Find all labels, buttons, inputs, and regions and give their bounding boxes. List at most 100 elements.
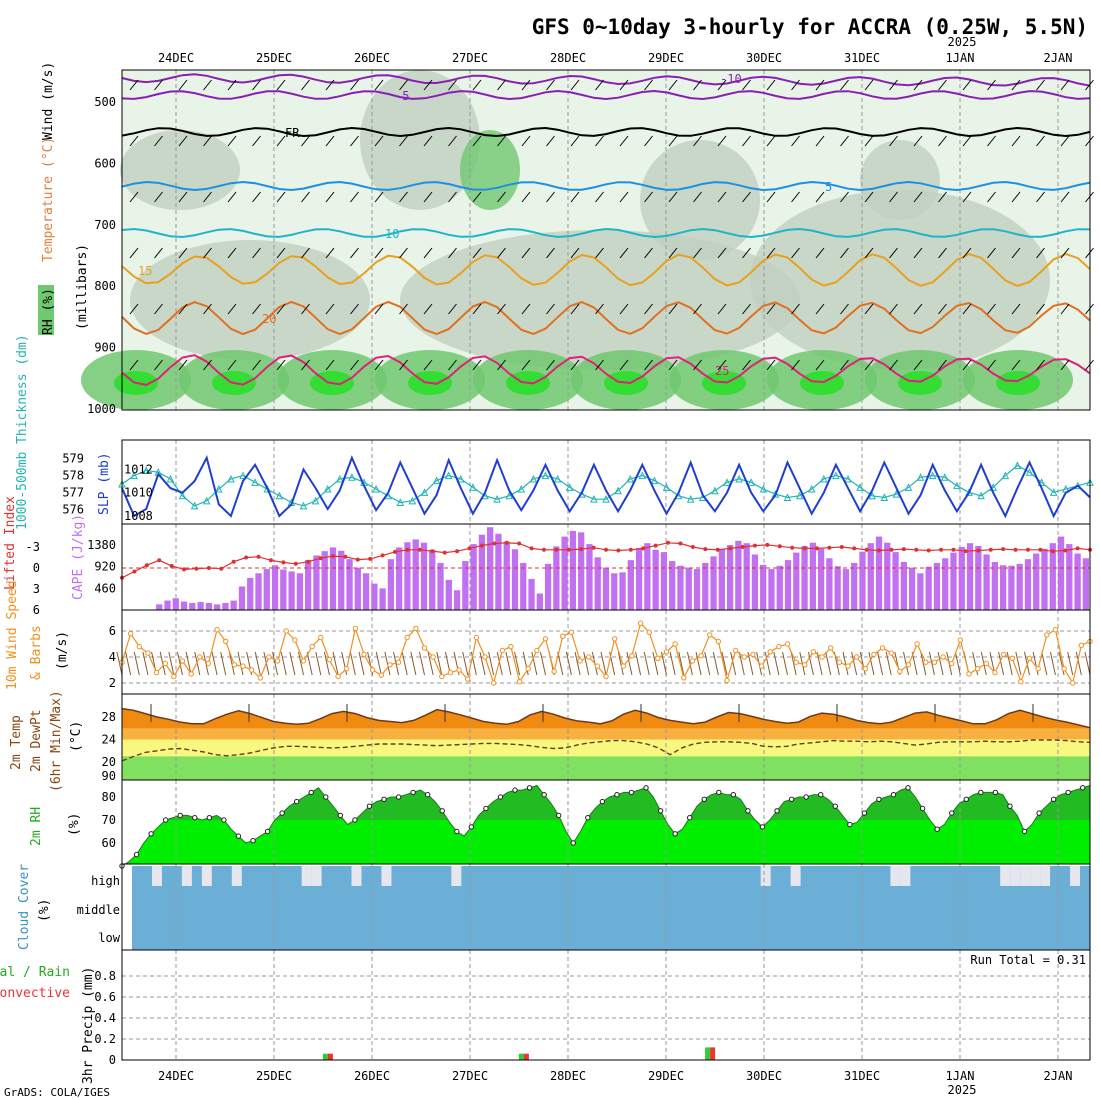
wind-barb <box>423 135 433 147</box>
wind-speed-point <box>966 671 972 677</box>
wind-speed-point <box>361 651 367 658</box>
wind-speed-point <box>283 628 289 634</box>
rh-point <box>1007 803 1013 809</box>
pressure-tick-label: 500 <box>94 95 116 109</box>
precip-tick: 0.6 <box>94 990 116 1004</box>
rh-point <box>614 792 620 798</box>
wind-speed-point <box>836 659 843 665</box>
cape-bar <box>1024 559 1032 610</box>
wind-barb <box>851 651 858 676</box>
wind-barb <box>868 651 875 676</box>
wind-barb <box>531 651 538 676</box>
wind-barb <box>129 359 139 371</box>
wind-barb <box>301 79 310 91</box>
li-point <box>740 545 745 549</box>
wind-barb <box>399 191 408 203</box>
cloud-high-gap <box>311 866 322 886</box>
wind-speed-point <box>663 649 670 655</box>
wind-barb <box>252 247 261 259</box>
precip-convective-bar <box>327 1053 333 1060</box>
li-point <box>368 556 373 561</box>
wind-barb <box>1011 247 1021 259</box>
rh-point <box>861 810 868 816</box>
rh-point <box>206 815 213 821</box>
wind-barb <box>913 247 923 259</box>
rh-point <box>759 824 766 830</box>
wind-speed-point <box>490 680 497 686</box>
li-point <box>703 547 708 552</box>
cape-bar <box>305 560 312 610</box>
wind-barb <box>668 359 678 371</box>
wind-barb <box>276 191 286 203</box>
thickness-point <box>553 474 562 483</box>
wind-barb <box>1011 303 1021 315</box>
cape-bar <box>222 602 229 610</box>
rh-point <box>774 808 780 814</box>
wind-barb <box>1067 651 1074 676</box>
rh-point <box>192 815 198 821</box>
wind-barb <box>252 135 261 147</box>
wind-barb <box>742 303 751 315</box>
wind-barb <box>693 79 702 91</box>
wind-barb <box>717 79 727 91</box>
wind-barb <box>129 191 139 203</box>
cape-bar <box>180 601 188 610</box>
cape-bar <box>321 551 328 610</box>
cape-bar <box>354 567 361 610</box>
rh-point <box>788 796 795 802</box>
wind-barb <box>864 359 874 371</box>
wind-barb <box>815 303 825 315</box>
wind-barb <box>349 651 356 676</box>
wind-barb <box>375 651 382 676</box>
top-date-label: 28DEC <box>550 51 586 65</box>
top-date-label: 24DEC <box>158 51 194 65</box>
rh-tick: 60 <box>102 836 116 850</box>
thickness-point <box>711 486 719 495</box>
wind-barb <box>301 135 310 147</box>
cape-bar <box>1041 548 1048 610</box>
wind-barb <box>448 359 457 371</box>
wind-barb <box>840 359 849 371</box>
rh-point <box>162 817 169 823</box>
wind-speed-point <box>655 655 661 661</box>
thickness-point <box>214 484 223 493</box>
cloud-high-gap <box>1040 866 1051 886</box>
precip-total-bar <box>518 1053 524 1060</box>
rh-point <box>905 785 911 791</box>
wind-barb <box>1036 135 1045 147</box>
ylabel-2m-rh: 2m RH <box>29 807 44 846</box>
rh-point <box>934 826 940 832</box>
ylabel-slp: SLP (mb) <box>97 452 112 515</box>
wind-speed-point <box>923 659 929 665</box>
year-label-top: 2025 <box>948 35 977 49</box>
cloud-high-gap <box>1030 866 1041 886</box>
wind-barb <box>570 247 580 259</box>
ylabel-wind: Wind (m/s) <box>41 62 56 140</box>
wind-speed-point <box>499 647 505 654</box>
wind-speed-point <box>508 643 514 650</box>
cape-bar <box>536 593 543 610</box>
cloud-high-gap <box>181 866 192 886</box>
wind-barb <box>668 191 678 203</box>
li-point <box>293 561 298 566</box>
li-point <box>914 547 919 552</box>
wind-barb <box>399 135 408 147</box>
rh-shade-region <box>640 140 760 260</box>
li-point <box>504 540 509 545</box>
wind-barb <box>595 303 604 315</box>
ylabel-wind-unit: (m/s) <box>55 631 70 670</box>
li-point <box>157 558 162 563</box>
wind-speed-point <box>1078 642 1085 648</box>
thickness-point <box>1025 468 1034 476</box>
bottom-date-label: 31DEC <box>844 1069 880 1083</box>
wind-barb <box>782 651 788 676</box>
li-point <box>765 542 770 547</box>
wind-speed-point <box>629 653 635 659</box>
li-point <box>864 547 869 552</box>
cape-bar <box>1016 563 1023 610</box>
wind-barb <box>497 79 506 91</box>
cape-bar <box>420 542 428 610</box>
footer-credit: GrADS: COLA/IGES <box>4 1086 110 1099</box>
li-point <box>604 547 608 552</box>
thickness-point <box>396 498 405 507</box>
